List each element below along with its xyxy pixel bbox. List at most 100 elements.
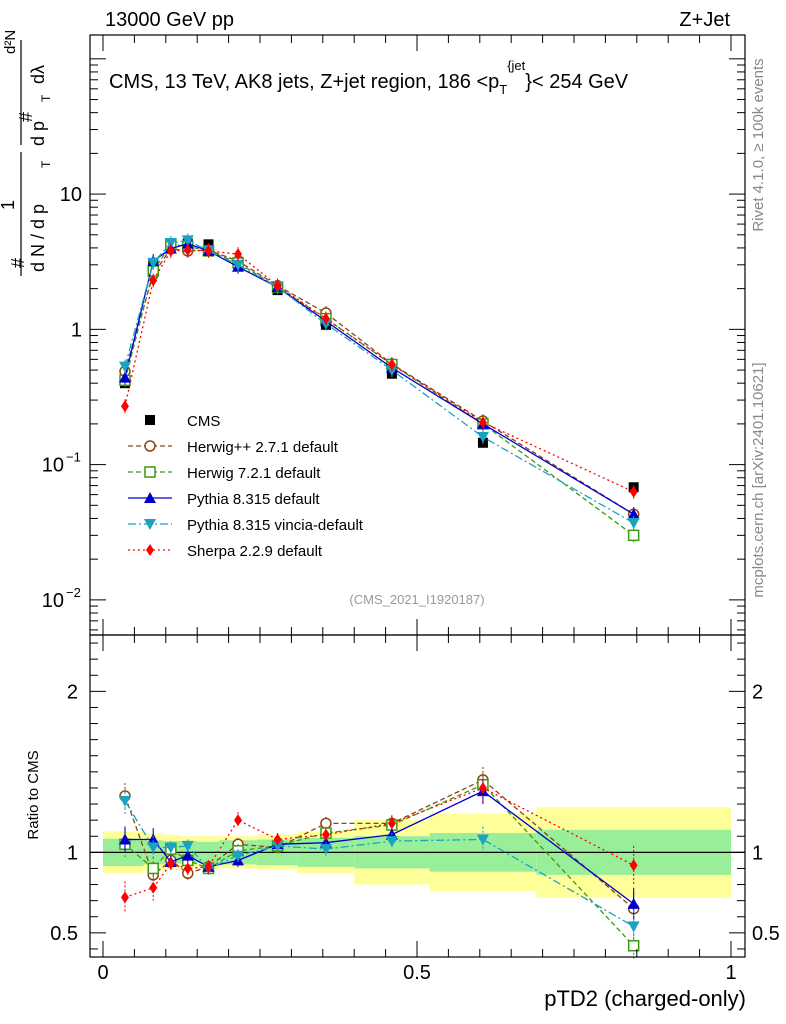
- ratio-point: [319, 844, 332, 856]
- data-point: [166, 244, 175, 257]
- data-point: [273, 279, 282, 292]
- y-tick-label-exp: −2: [66, 585, 81, 600]
- y-tick-label-ratio-right: 2: [752, 681, 763, 703]
- ratio-point: [627, 939, 640, 952]
- ratio-point: [164, 842, 177, 854]
- y-tick-label-ratio: 1: [67, 842, 78, 864]
- title-tail: }< 254 GeV: [525, 71, 629, 93]
- legend-marker: [145, 415, 155, 425]
- data-point: [149, 274, 158, 287]
- y-tick-label-ratio: 0.5: [50, 923, 78, 945]
- rivet-label: Rivet 4.1.0, ≥ 100k events: [750, 58, 767, 231]
- ratio-y-axis-label: Ratio to CMS: [25, 750, 42, 839]
- data-point: [478, 416, 487, 429]
- legend-marker: [144, 440, 156, 452]
- y-tick-label-exp: −1: [66, 450, 81, 465]
- y-tick-label-ratio: 2: [67, 681, 78, 703]
- legend-label: Herwig++ 2.7.1 default: [187, 439, 339, 456]
- series-4-ratio: [118, 787, 640, 943]
- ratio-series-group: [118, 767, 640, 959]
- y-tick-label-ratio-right: 0.5: [752, 923, 780, 945]
- legend-entry-4: Pythia 8.315 vincia-default: [128, 517, 364, 534]
- ylabel-hash1: #: [8, 258, 28, 268]
- ylabel-t2: T: [39, 94, 53, 102]
- y-tick-label-main: 10: [42, 455, 64, 477]
- ratio-point: [627, 921, 640, 933]
- legend-marker: [144, 519, 156, 530]
- legend-entry-3: Pythia 8.315 default: [128, 491, 320, 508]
- data-point: [118, 361, 131, 373]
- data-point: [627, 518, 640, 530]
- ylabel-dp: d p: [28, 121, 48, 146]
- data-point: [234, 248, 243, 261]
- ratio-line: [124, 800, 634, 927]
- legend-entry-0: CMS: [145, 413, 220, 430]
- legend-marker: [144, 492, 156, 503]
- ratio-point: [120, 891, 129, 904]
- y-tick-label-main: 10: [42, 590, 64, 612]
- x-axis-label: pTD2 (charged-only): [544, 986, 746, 1011]
- axis-ticks: [90, 35, 745, 957]
- data-point: [120, 400, 129, 413]
- legend-marker: [146, 544, 154, 556]
- legend-entry-1: Herwig++ 2.7.1 default: [128, 439, 339, 456]
- ratio-point: [271, 840, 284, 852]
- header-left: 13000 GeV pp: [105, 9, 234, 31]
- ratio-point: [234, 814, 243, 827]
- ylabel-t1: T: [39, 160, 53, 168]
- ratio-point: [149, 881, 158, 894]
- legend-entry-2: Herwig 7.2.1 default: [128, 465, 321, 482]
- title-main: CMS, 13 TeV, AK8 jets, Z+jet region, 186…: [109, 71, 499, 93]
- data-point: [627, 529, 640, 542]
- ratio-point: [147, 862, 159, 875]
- ylabel-one: 1: [0, 200, 18, 210]
- ratio-point: [321, 828, 330, 841]
- data-point: [164, 237, 177, 249]
- series-5-ratio: [120, 775, 638, 914]
- main-y-axis-label: # 1 d N / d p T # d²N d p T dλ: [0, 30, 53, 276]
- data-point: [147, 257, 160, 269]
- x-tick-label: 1: [725, 962, 736, 984]
- data-point: [627, 508, 640, 520]
- ratio-point: [385, 836, 398, 848]
- ylabel-hash2: #: [16, 112, 36, 122]
- legend-label: Pythia 8.315 vincia-default: [187, 517, 364, 534]
- data-point: [476, 432, 489, 444]
- ratio-point: [181, 849, 194, 861]
- data-point: [204, 244, 213, 257]
- ratio-point: [629, 859, 638, 872]
- data-point: [629, 485, 638, 498]
- header-right: Z+Jet: [679, 9, 730, 31]
- chart-title: CMS, 13 TeV, AK8 jets, Z+jet region, 186…: [109, 58, 629, 97]
- ylabel-dn: d N / d p: [28, 204, 48, 272]
- data-point: [387, 358, 396, 371]
- legend-marker: [144, 466, 156, 478]
- ratio-point: [273, 833, 282, 846]
- ratio-point: [181, 840, 194, 852]
- ratio-line: [124, 787, 634, 899]
- ylabel-d2n: d²N: [2, 30, 19, 54]
- ylabel-dl: dλ: [28, 65, 48, 84]
- ratio-point: [232, 850, 245, 862]
- y-tick-label-main: 10: [60, 184, 82, 206]
- ratio-plot-frame: [89, 634, 746, 958]
- main-series-group: [118, 233, 640, 543]
- legend-label: Sherpa 2.2.9 default: [187, 543, 323, 560]
- y-tick-label-ratio-right: 1: [752, 842, 763, 864]
- x-tick-label: 0: [97, 962, 108, 984]
- ratio-point: [387, 817, 396, 830]
- data-point: [321, 312, 330, 325]
- legend-label: CMS: [187, 413, 220, 430]
- ratio-point: [204, 860, 213, 873]
- ratio-point: [476, 834, 489, 846]
- legend: CMS Herwig++ 2.7.1 default Herwig 7.2.1 de…: [128, 413, 364, 560]
- legend-label: Herwig 7.2.1 default: [187, 465, 321, 482]
- ratio-point: [118, 833, 131, 845]
- legend-entry-5: Sherpa 2.2.9 default: [128, 543, 323, 560]
- ratio-point: [183, 862, 192, 875]
- ratio-point: [478, 781, 487, 794]
- title-sup: {jet: [507, 58, 525, 73]
- series-5-main: [120, 243, 638, 499]
